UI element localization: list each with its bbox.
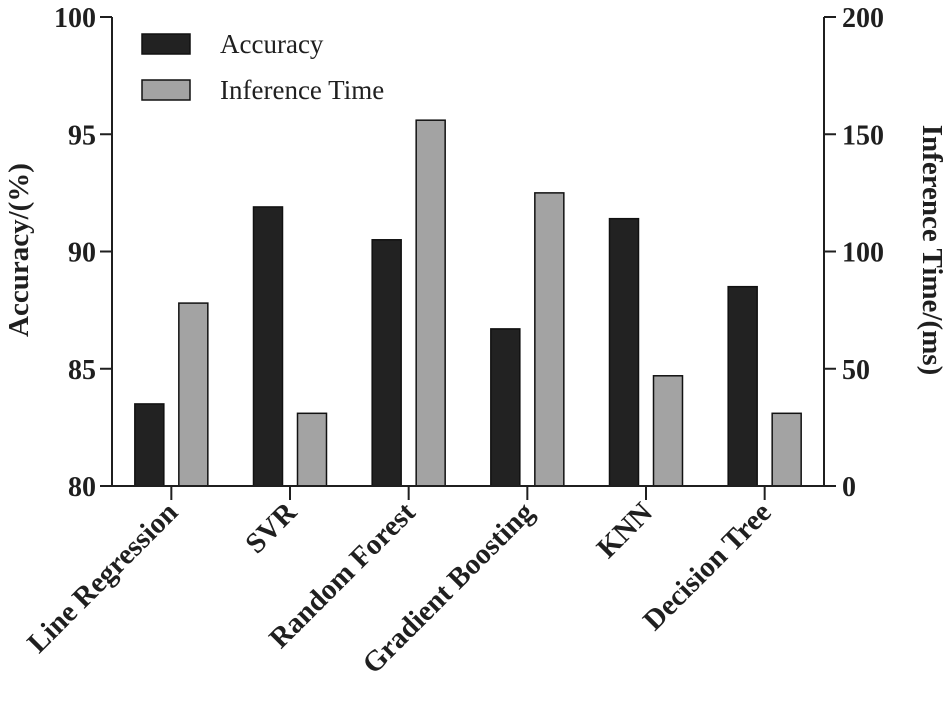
bar-inference-time-5 bbox=[652, 375, 684, 487]
bar-inference-time-4 bbox=[534, 192, 565, 487]
bar-inference-time-3 bbox=[415, 119, 446, 487]
legend: Accuracy Inference Time bbox=[141, 29, 384, 105]
bar-accuracy-5 bbox=[608, 217, 640, 487]
y-tick-label-right: 200 bbox=[842, 3, 884, 34]
x-tick-label: Line Regression bbox=[21, 496, 184, 659]
y-tick-label-left: 100 bbox=[54, 3, 96, 34]
x-tick-label: SVR bbox=[239, 496, 303, 560]
y-tick-label-left: 95 bbox=[68, 120, 96, 151]
x-tick-label: Decision Tree bbox=[637, 496, 778, 637]
axes-group bbox=[111, 17, 825, 487]
y-axis-title-left: Accuracy/(%) bbox=[3, 163, 35, 337]
right-axis-ticks: 0 50 100 150 200 bbox=[824, 3, 884, 503]
bar-inference-time-2 bbox=[296, 412, 328, 487]
y-tick-label-right: 100 bbox=[842, 238, 884, 269]
bar-accuracy-4 bbox=[490, 328, 521, 487]
bar-accuracy-2 bbox=[252, 206, 284, 487]
legend-swatch-inference-time bbox=[141, 79, 191, 101]
y-tick-label-right: 50 bbox=[842, 355, 870, 386]
legend-label-accuracy: Accuracy bbox=[220, 29, 324, 59]
legend-swatch-accuracy bbox=[141, 33, 191, 55]
y-tick-label-left: 85 bbox=[68, 355, 96, 386]
left-axis-ticks: 80 85 90 95 100 bbox=[54, 3, 112, 503]
bar-accuracy-1 bbox=[134, 403, 165, 487]
y-axis-title-right: Inference Time/(ms) bbox=[916, 125, 948, 375]
y-tick-label-right: 150 bbox=[842, 120, 884, 151]
bars-group bbox=[134, 119, 802, 487]
y-tick-label-left: 90 bbox=[68, 238, 96, 269]
bar-accuracy-6 bbox=[727, 285, 758, 487]
x-tick-label: KNN bbox=[591, 496, 659, 564]
y-tick-label-left: 80 bbox=[68, 472, 96, 503]
bar-accuracy-3 bbox=[371, 239, 402, 487]
legend-label-inference-time: Inference Time bbox=[220, 75, 384, 105]
y-tick-label-right: 0 bbox=[842, 472, 856, 503]
bar-inference-time-6 bbox=[771, 412, 802, 487]
bar-inference-time-1 bbox=[178, 302, 209, 487]
